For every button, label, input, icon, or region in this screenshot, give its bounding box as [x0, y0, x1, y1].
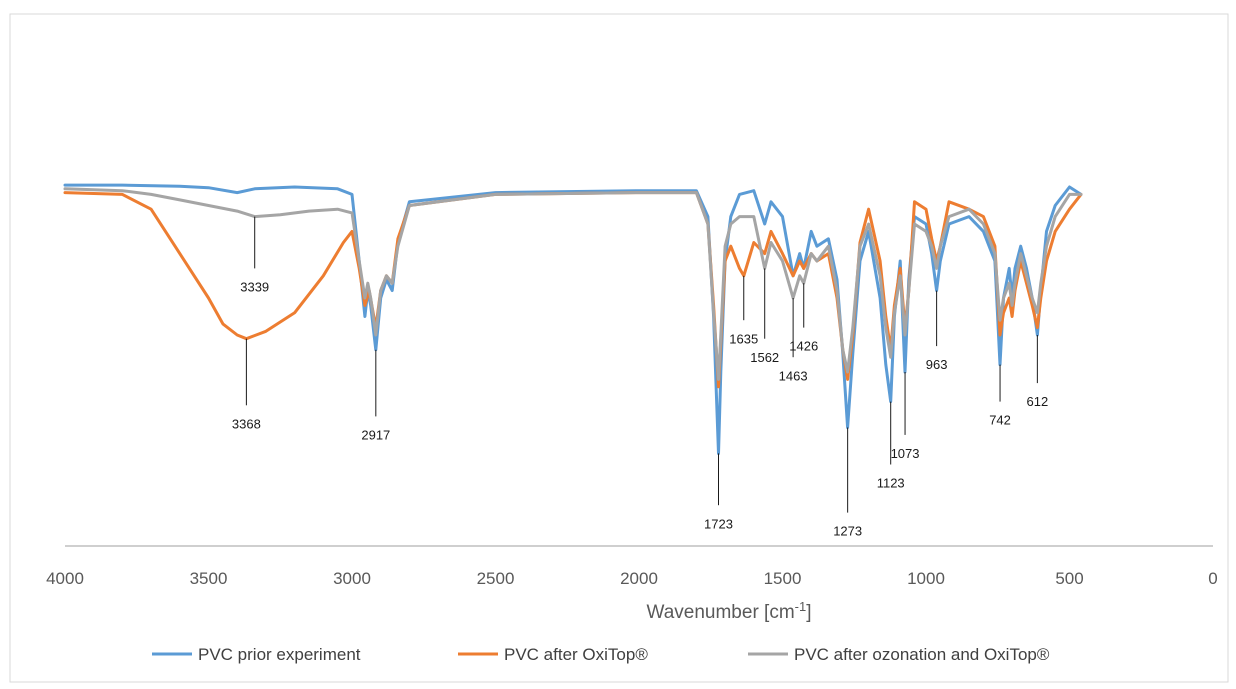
x-tick-label: 3000 [333, 569, 371, 588]
x-tick-label: 2500 [477, 569, 515, 588]
x-tick-label: 4000 [46, 569, 84, 588]
series-layer [63, 183, 1083, 455]
annotation-label: 963 [926, 357, 948, 372]
annotation-label: 1273 [833, 524, 862, 539]
x-tick-label: 2000 [620, 569, 658, 588]
x-tick-label: 500 [1055, 569, 1083, 588]
x-tick-label: 3500 [190, 569, 228, 588]
x-axis-title-main: Wavenumber [cm [646, 602, 794, 623]
x-tick-label: 0 [1208, 569, 1217, 588]
annotation-label: 1426 [789, 339, 818, 354]
annotation-label: 3368 [232, 416, 261, 431]
x-tick-label: 1500 [764, 569, 802, 588]
annotation-label: 2917 [361, 428, 390, 443]
legend: PVC prior experiment PVC after OxiTop® PVC… [152, 645, 1050, 664]
annotation-label: 742 [989, 413, 1011, 428]
legend-label-2: PVC after OxiTop® [504, 645, 648, 664]
annotation-label: 1123 [877, 476, 905, 491]
series-line-3 [63, 187, 1083, 381]
annotation-label: 3339 [240, 280, 269, 295]
x-tick-labels: 4000 3500 3000 2500 2000 1500 1000 500 0 [46, 569, 1218, 588]
x-axis-title-tail: ] [806, 602, 811, 623]
x-axis-title: Wavenumber [cm-1] [646, 599, 811, 623]
annotation-label: 1562 [750, 350, 779, 365]
annotation-label: 1723 [704, 516, 733, 531]
chart-border [9, 13, 1229, 683]
x-axis-title-superscript: -1 [795, 599, 807, 614]
legend-label-1: PVC prior experiment [198, 645, 361, 664]
annotation-label: 1073 [891, 446, 920, 461]
legend-label-3: PVC after ozonation and OxiTop® [794, 645, 1050, 664]
x-tick-label: 1000 [907, 569, 945, 588]
annotation-label: 1635 [729, 331, 758, 346]
annotation-label: 1463 [779, 368, 808, 383]
annotation-label: 612 [1027, 394, 1049, 409]
